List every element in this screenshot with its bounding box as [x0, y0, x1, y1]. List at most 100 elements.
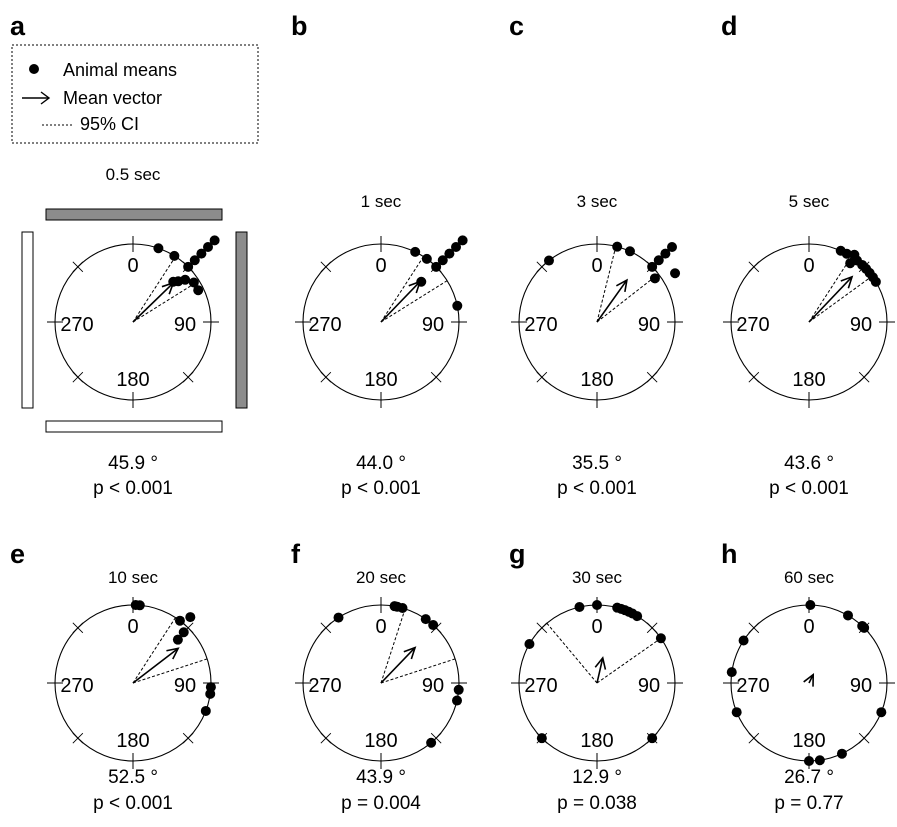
ci-line	[808, 275, 873, 323]
animal-mean-dot	[655, 633, 666, 644]
mean-vector	[596, 279, 628, 323]
angle-label-180: 180	[792, 730, 825, 752]
angle-label-0: 0	[127, 255, 138, 277]
ci-line	[596, 246, 617, 323]
animal-mean-dot	[738, 635, 749, 646]
mean-vector	[808, 276, 853, 323]
mean-vector-head	[840, 275, 854, 289]
animal-mean-dot	[574, 601, 585, 612]
ci-line	[596, 273, 659, 323]
diagonal-tick	[320, 261, 332, 273]
animal-mean-dot	[209, 235, 220, 246]
animal-mean-dot	[805, 600, 816, 611]
p-value-label: p = 0.004	[341, 793, 421, 814]
angle-label-180: 180	[364, 369, 397, 391]
diagonal-tick	[536, 622, 548, 634]
mean-angle-label: 12.9 °	[572, 767, 622, 788]
ci-line	[132, 256, 176, 323]
panel-letter-e: e	[10, 539, 25, 569]
angle-label-270: 270	[308, 675, 341, 697]
cue-card-right	[235, 231, 248, 409]
angle-label-0: 0	[127, 616, 138, 638]
animal-mean-dot	[670, 268, 681, 279]
angle-label-90: 90	[638, 675, 660, 697]
mean-vector	[132, 282, 174, 323]
legend-label-animal-means: Animal means	[63, 60, 177, 80]
legend: Animal means Mean vector 95% CI	[11, 44, 259, 144]
animal-mean-dot	[660, 248, 671, 259]
animal-mean-dot	[452, 300, 463, 311]
mean-vector-head	[594, 656, 607, 670]
animal-mean-dot	[524, 639, 535, 649]
animal-mean-dot	[333, 612, 344, 623]
ci-line	[132, 617, 176, 684]
animal-mean-dot	[836, 748, 847, 759]
animal-mean-dot	[426, 737, 437, 748]
panel-g: g 30 sec 0 90 180 270 12.9 ° p = 0.038	[509, 539, 683, 814]
animal-mean-dot	[612, 241, 623, 252]
animal-mean-dot	[189, 255, 200, 266]
animal-mean-dot	[453, 684, 464, 695]
animal-mean-dot	[731, 707, 742, 718]
mean-vector-head	[803, 672, 815, 687]
legend-label-mean-vector: Mean vector	[63, 88, 162, 108]
angle-label-270: 270	[60, 675, 93, 697]
diagonal-tick	[748, 732, 760, 744]
animal-mean-dot	[451, 241, 462, 252]
mean-vector-head	[615, 278, 628, 293]
animal-mean-dot	[178, 627, 189, 638]
animal-mean-dot	[203, 241, 214, 252]
panel-letter-b: b	[291, 11, 308, 41]
angle-label-270: 270	[524, 675, 557, 697]
panel-letter-h: h	[721, 539, 738, 569]
animal-mean-dot	[397, 603, 408, 614]
mean-angle-label: 35.5 °	[572, 453, 622, 474]
ci-line	[132, 280, 200, 323]
panel-letter-a: a	[10, 11, 26, 41]
panel-d: d 5 sec 0 90 180 270 43.6 ° p < 0.001	[721, 11, 895, 499]
ci-line	[380, 608, 406, 684]
diagonal-tick	[72, 261, 84, 273]
ci-line	[380, 280, 448, 323]
p-value-label: p < 0.001	[769, 478, 849, 499]
diagonal-tick	[320, 622, 332, 634]
animal-mean-dot	[205, 688, 216, 699]
angle-label-0: 0	[803, 255, 814, 277]
panel-c: c 3 sec 0 90 180 270 35.5 ° p < 0.001	[509, 11, 683, 499]
animal-mean-dot	[421, 253, 432, 264]
animal-mean-dot	[428, 620, 439, 631]
angle-label-90: 90	[850, 675, 872, 697]
animal-mean-dot	[169, 250, 180, 261]
animal-mean-dot	[859, 622, 870, 633]
panel-title: 60 sec	[784, 568, 835, 587]
panel-title: 10 sec	[108, 568, 159, 587]
diagonal-tick	[858, 732, 870, 744]
ci-line	[380, 256, 424, 323]
angle-label-0: 0	[591, 255, 602, 277]
animal-mean-dot	[845, 258, 856, 269]
diagonal-tick	[646, 622, 658, 634]
animal-mean-dot	[536, 733, 547, 744]
angle-label-90: 90	[174, 675, 196, 697]
animal-mean-dot	[726, 667, 737, 678]
angle-label-90: 90	[422, 675, 444, 697]
legend-dot-symbol	[29, 64, 39, 74]
p-value-label: p < 0.001	[341, 478, 421, 499]
diagonal-tick	[748, 622, 760, 634]
panel-f: f 20 sec 0 90 180 270 43.9 ° p = 0.004	[291, 539, 467, 814]
animal-mean-dot	[180, 274, 191, 285]
mean-vector	[132, 647, 179, 684]
animal-mean-dot	[457, 235, 468, 246]
panels: a 0.5 sec 0 90 180 270 45.9 ° p < 0.001 b 1 sec 0 9…	[10, 11, 895, 814]
animal-mean-dot	[624, 246, 635, 257]
mean-angle-label: 45.9 °	[108, 453, 158, 474]
angle-label-180: 180	[792, 369, 825, 391]
ci-line	[596, 637, 662, 684]
animal-mean-dot	[196, 248, 207, 259]
angle-label-180: 180	[580, 730, 613, 752]
animal-mean-dot	[647, 261, 658, 272]
angle-label-180: 180	[580, 369, 613, 391]
panel-e: e 10 sec 0 90 180 270 52.5 ° p < 0.001	[10, 539, 219, 814]
animal-mean-dot	[870, 276, 881, 287]
diagonal-tick	[72, 371, 84, 383]
